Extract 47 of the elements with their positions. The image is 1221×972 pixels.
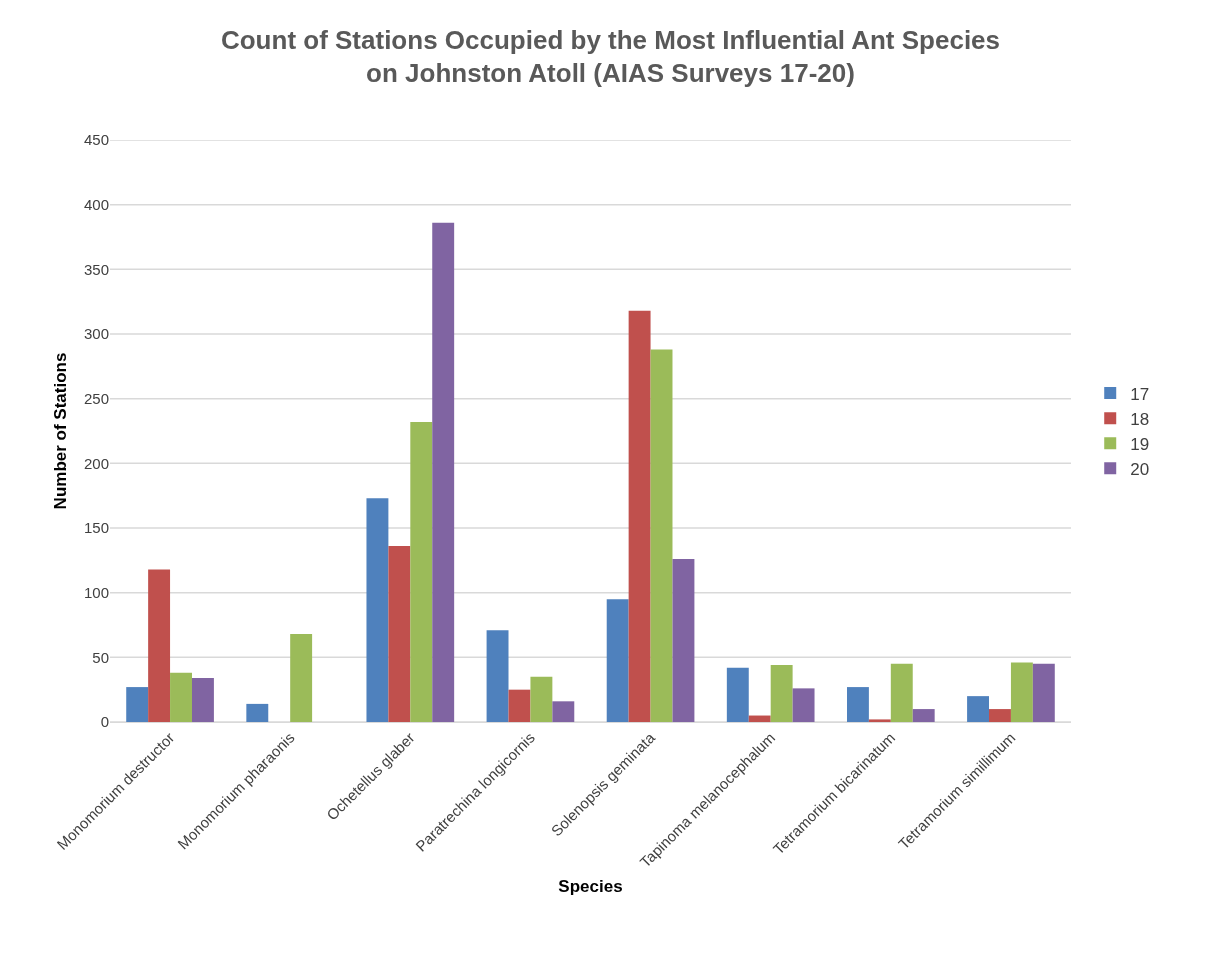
bar: [770, 665, 793, 722]
bar: [366, 498, 389, 722]
bar: [846, 687, 869, 722]
legend-label: 20: [1130, 459, 1150, 479]
bar: [1010, 662, 1033, 722]
bar: [650, 349, 673, 722]
bar: [552, 701, 575, 722]
y-tick-label: 200: [83, 454, 109, 472]
y-tick-label: 400: [83, 195, 109, 213]
bar: [792, 688, 815, 722]
y-axis-title: Number of Stations: [51, 352, 70, 510]
y-tick-label: 0: [100, 713, 109, 731]
bar: [628, 310, 651, 722]
bar: [410, 421, 433, 722]
bar: [606, 599, 629, 722]
legend-label: 17: [1130, 384, 1150, 404]
legend-label: 19: [1130, 434, 1150, 454]
bar: [486, 630, 509, 722]
y-tick-label: 300: [83, 325, 109, 343]
y-tick-label: 150: [83, 519, 109, 537]
bar: [672, 559, 695, 722]
bar: [912, 709, 935, 722]
y-tick-label: 50: [92, 648, 109, 666]
bar: [191, 678, 214, 722]
bar: [148, 569, 171, 722]
bar: [989, 709, 1011, 722]
legend-label: 18: [1130, 409, 1150, 429]
bar: [748, 715, 771, 722]
chart-title: Count of Stations Occupied by the Most Influential Ant Species on Johnston Atoll (AIAS Surveys 17-20): [220, 24, 1001, 89]
bar: [967, 696, 990, 722]
bar: [1032, 663, 1055, 722]
y-tick-label: 100: [83, 583, 109, 601]
bar: [890, 663, 913, 722]
bar: [508, 689, 531, 722]
bar: [126, 687, 149, 722]
bar: [726, 667, 749, 722]
x-axis-title: Species: [558, 877, 623, 897]
bar: [388, 546, 411, 722]
bar: [290, 634, 313, 722]
bar: [432, 222, 455, 722]
bar: [170, 672, 192, 722]
y-tick-label: 450: [83, 131, 109, 149]
bar: [246, 703, 269, 722]
bar: [868, 719, 891, 722]
bar: [530, 676, 553, 722]
y-tick-label: 350: [83, 260, 109, 278]
y-tick-label: 250: [83, 389, 109, 407]
